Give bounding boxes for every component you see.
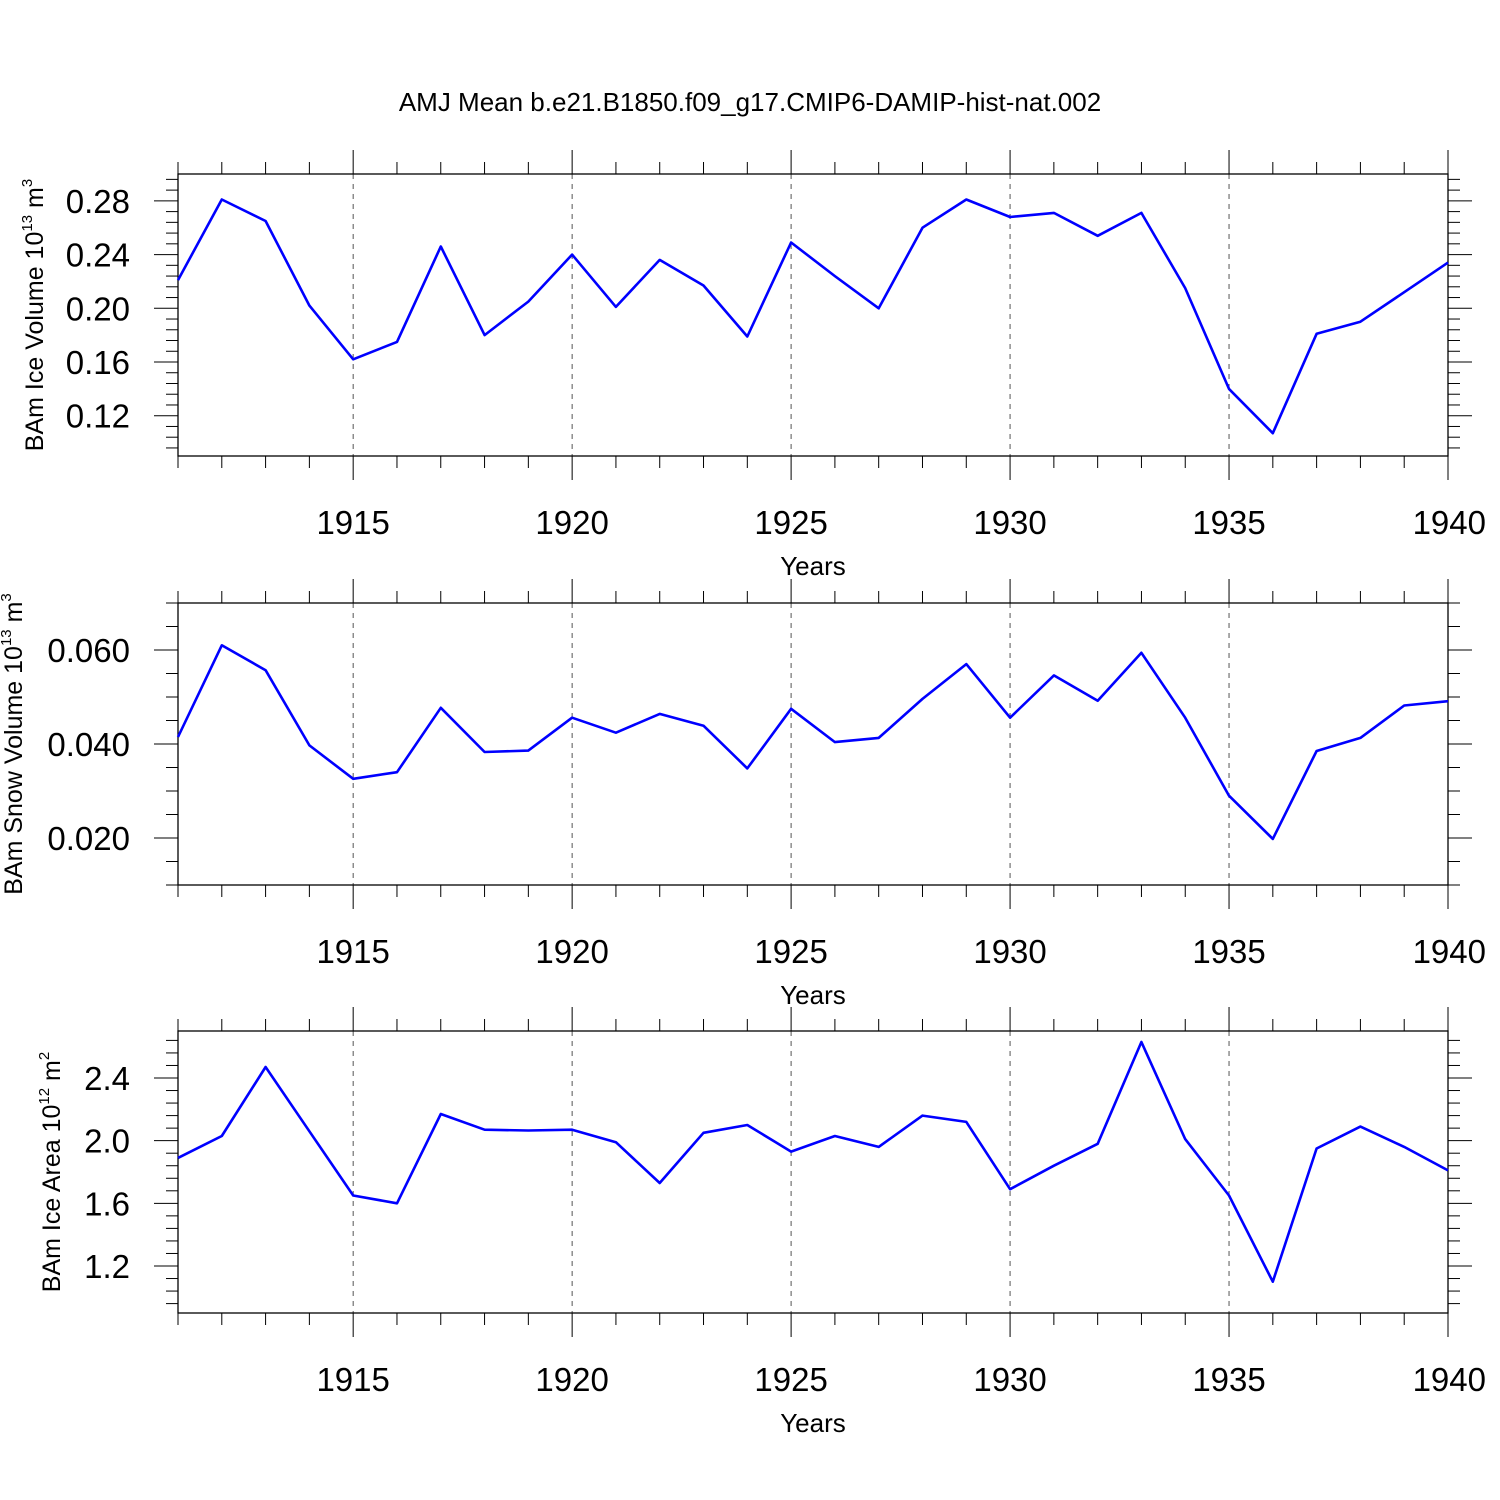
- x-tick-label: 1930: [973, 504, 1046, 541]
- y-tick-label: 0.020: [47, 820, 130, 857]
- y-tick-label: 1.6: [84, 1185, 130, 1222]
- x-tick-label: 1930: [973, 1361, 1046, 1398]
- x-tick-label: 1915: [316, 1361, 389, 1398]
- y-tick-label: 2.0: [84, 1123, 130, 1160]
- x-tick-label: 1940: [1413, 933, 1486, 970]
- y-tick-label: 0.20: [66, 290, 130, 327]
- y-tick-label: 2.4: [84, 1060, 130, 1097]
- x-tick-label: 1925: [754, 1361, 827, 1398]
- series-line: [176, 643, 1449, 841]
- y-tick-label: 0.040: [47, 726, 130, 763]
- y-tick-label: 0.060: [47, 632, 130, 669]
- y-tick-label: 0.28: [66, 183, 130, 220]
- y-tick-label: 0.12: [66, 398, 130, 435]
- series-line: [177, 1040, 1449, 1283]
- x-tick-label: 1920: [535, 1361, 608, 1398]
- y-tick-label: 0.16: [66, 344, 130, 381]
- x-tick-label: 1935: [1192, 504, 1265, 541]
- x-tick-label: 1915: [316, 504, 389, 541]
- x-tick-label: 1930: [973, 933, 1046, 970]
- panel-2: 0.020 0.040 0.060 1915 1920 1925 1930 1935 1940 Y…: [0, 579, 1486, 1010]
- plot-frame: [177, 1030, 1449, 1314]
- series-line: [176, 198, 1449, 435]
- x-tick-label: 1940: [1413, 1361, 1486, 1398]
- x-tick-label: 1920: [535, 933, 608, 970]
- figure-title: AMJ Mean b.e21.B1850.f09_g17.CMIP6-DAMIP…: [399, 87, 1101, 117]
- x-tick-label: 1915: [316, 933, 389, 970]
- x-tick-label: 1920: [535, 504, 608, 541]
- plot-frame: [177, 602, 1449, 886]
- panel-1: 0.12 0.16 0.20 0.24 0.28 1915 1920 1925 1930 1935…: [19, 150, 1486, 581]
- plot-frame: [177, 173, 1449, 457]
- y-tick-label: 1.2: [84, 1248, 130, 1285]
- x-axis-label: Years: [780, 980, 846, 1010]
- y-axis-label: BAm Ice Area 1012 m2: [36, 1052, 66, 1292]
- x-tick-label: 1935: [1192, 1361, 1265, 1398]
- panel-3: 1.2 1.6 2.0 2.4 1915 1920 1925 1930 1935 1940 Year…: [36, 1007, 1486, 1438]
- y-axis-label: BAm Snow Volume 1013 m3: [0, 593, 28, 895]
- y-tick-label: 0.24: [66, 237, 130, 274]
- x-axis-label: Years: [780, 551, 846, 581]
- x-tick-label: 1935: [1192, 933, 1265, 970]
- x-tick-label: 1940: [1413, 504, 1486, 541]
- x-tick-label: 1925: [754, 504, 827, 541]
- x-tick-label: 1925: [754, 933, 827, 970]
- y-axis-label: BAm Ice Volume 1013 m3: [19, 179, 49, 451]
- x-axis-label: Years: [780, 1408, 846, 1438]
